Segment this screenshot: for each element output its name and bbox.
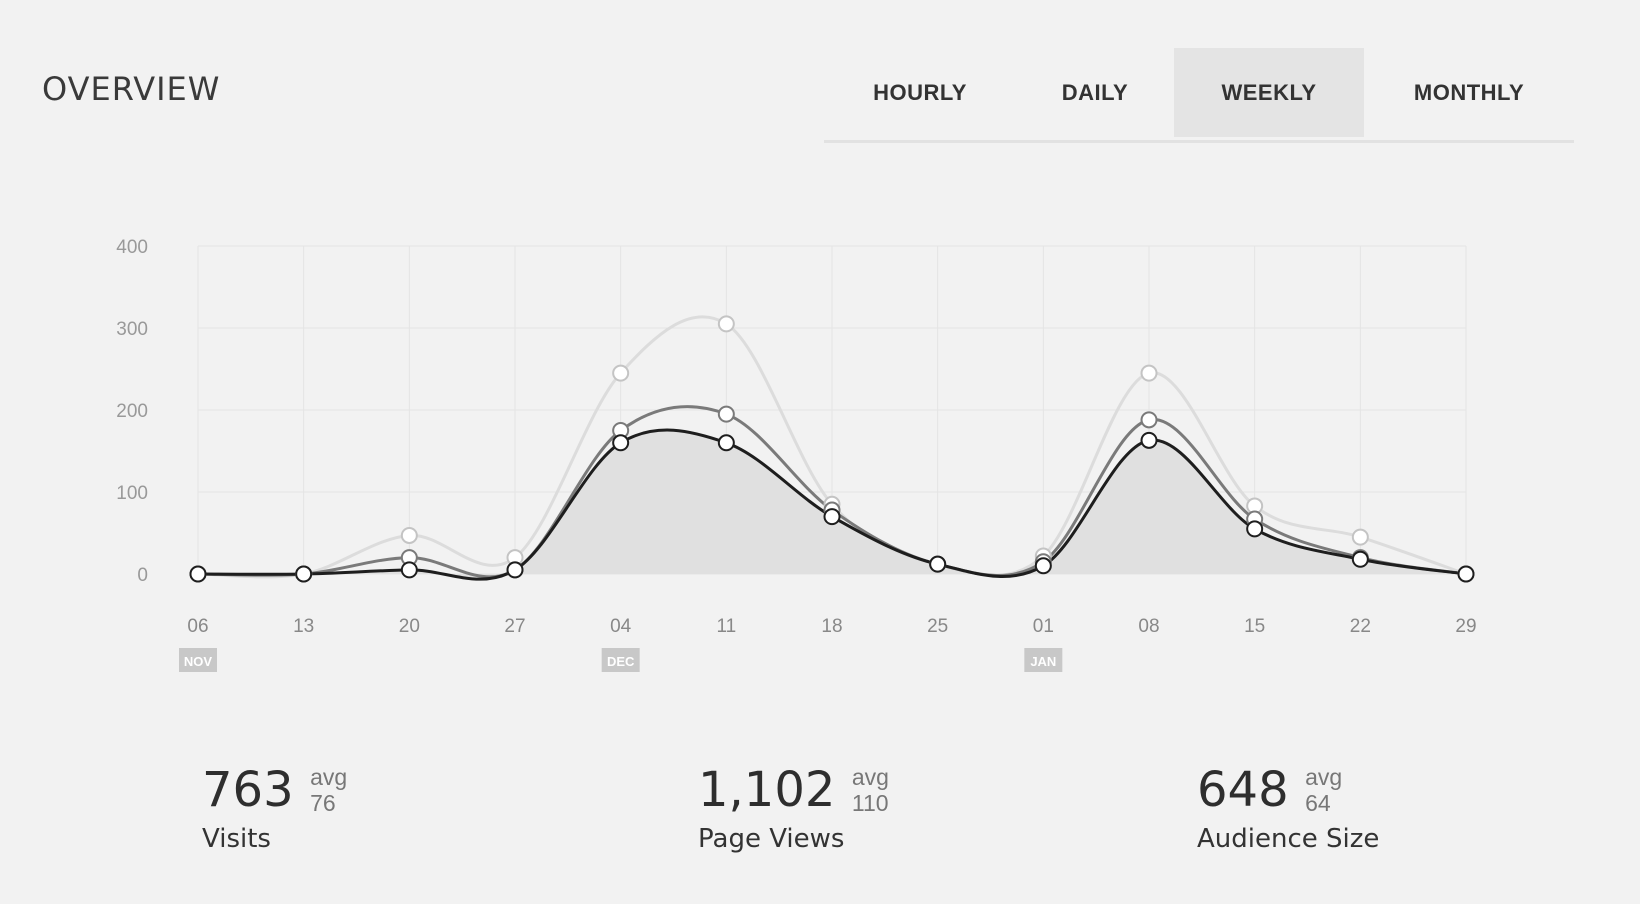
x-tick-label: 01 <box>1033 616 1054 637</box>
x-tick-label: 22 <box>1350 616 1371 637</box>
x-tick-label: 08 <box>1138 616 1159 637</box>
month-badge-label: JAN <box>1030 654 1056 669</box>
data-point <box>612 434 630 452</box>
data-point <box>717 405 735 423</box>
y-tick-label: 400 <box>116 237 148 258</box>
stat-avg-box: avg 64 <box>1305 764 1342 816</box>
page-title: OVERVIEW <box>42 70 221 108</box>
data-point <box>1140 364 1158 382</box>
stat-value: 648 <box>1197 762 1289 818</box>
data-point <box>1457 565 1475 583</box>
data-point <box>506 561 524 579</box>
month-badge-label: DEC <box>607 654 635 669</box>
stat-label: Audience Size <box>1197 824 1380 854</box>
stat-avg-label: avg <box>851 764 889 790</box>
data-point <box>1140 411 1158 429</box>
x-tick-label: 04 <box>610 616 632 637</box>
stat-label: Visits <box>202 824 271 854</box>
tab-monthly[interactable]: MONTHLY <box>1413 79 1525 105</box>
data-point <box>717 315 735 333</box>
data-point <box>612 364 630 382</box>
data-point <box>1246 520 1264 538</box>
month-badge <box>179 648 217 672</box>
y-tick-label: 200 <box>116 401 148 422</box>
stat-label: Page Views <box>698 824 845 854</box>
data-point <box>1351 528 1369 546</box>
data-point <box>1034 557 1052 575</box>
x-tick-label: 06 <box>187 616 208 637</box>
stat-avg-label: avg <box>310 764 348 790</box>
data-point <box>400 526 418 544</box>
data-point <box>1140 431 1158 449</box>
tab-weekly[interactable]: WEEKLY <box>1174 48 1364 137</box>
stat-avg-label: avg <box>1305 764 1343 790</box>
stat-avg-box: avg 76 <box>310 764 347 816</box>
stat-audience-size: 648 avg 64 Audience Size <box>1197 762 1379 854</box>
y-tick-label: 0 <box>137 565 148 586</box>
series-area <box>198 430 1466 580</box>
x-tick-label: 11 <box>716 616 736 637</box>
stat-value: 763 <box>202 762 294 818</box>
data-point <box>189 565 207 583</box>
data-point <box>823 508 841 526</box>
x-tick-label: 27 <box>504 616 525 637</box>
month-badge <box>601 648 640 672</box>
y-tick-label: 300 <box>116 319 148 340</box>
stat-value: 1,102 <box>698 762 836 818</box>
data-point <box>1351 550 1369 568</box>
x-tick-label: 18 <box>821 616 842 637</box>
tab-daily[interactable]: DAILY <box>1061 79 1129 105</box>
data-point <box>717 434 735 452</box>
stat-visits: 763 avg 76 Visits <box>202 762 347 854</box>
tab-hourly[interactable]: HOURLY <box>873 79 967 105</box>
data-point <box>295 565 313 583</box>
overview-chart: 400 300 200 100 0 06 13 20 27 04 11 18 25 01 08 15 22 29 N… <box>116 237 1477 672</box>
stat-page-views: 1,102 avg 110 Page Views <box>698 762 889 854</box>
data-point <box>400 561 418 579</box>
month-badge-label: NOV <box>184 654 213 669</box>
x-tick-label: 13 <box>293 616 314 637</box>
data-point <box>929 555 947 573</box>
stat-avg-value: 64 <box>1305 790 1331 816</box>
x-tick-label: 25 <box>927 616 948 637</box>
month-badge <box>1024 648 1063 672</box>
stat-avg-value: 76 <box>310 790 336 816</box>
x-tick-label: 20 <box>399 616 420 637</box>
x-tick-label: 15 <box>1244 616 1265 637</box>
stat-avg-value: 110 <box>851 790 889 816</box>
stat-avg-box: avg 110 <box>852 764 889 816</box>
y-tick-label: 100 <box>116 483 148 504</box>
period-tabs: HOURLY DAILY WEEKLY MONTHLY <box>824 48 1574 143</box>
x-tick-label: 29 <box>1455 616 1476 637</box>
